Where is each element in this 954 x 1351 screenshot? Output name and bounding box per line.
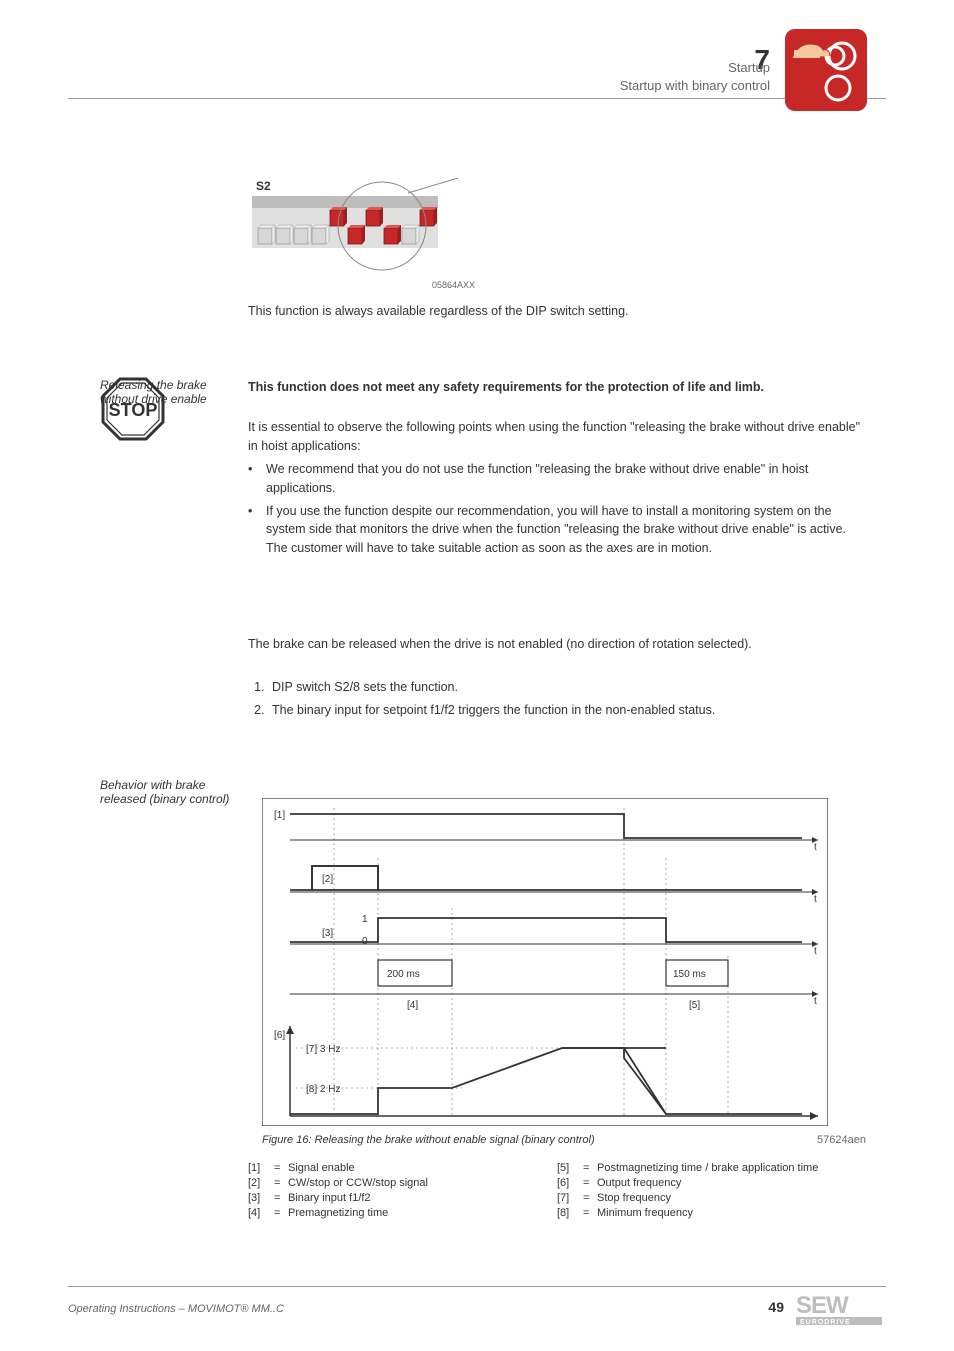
brake-step-2: The binary input for setpoint f1/f2 trig… xyxy=(268,701,866,720)
legend-val: Binary input f1/f2 xyxy=(288,1192,557,1204)
legend-key: [5] xyxy=(557,1162,583,1174)
svg-text:SEW: SEW xyxy=(796,1292,849,1319)
svg-text:EURODRIVE: EURODRIVE xyxy=(800,1319,851,1326)
legend-val: Postmagnetizing time / brake application… xyxy=(597,1162,866,1174)
legend-table: [1]=Signal enable [5]=Postmagnetizing ti… xyxy=(248,1162,866,1222)
header-subtitle: Startup with binary control xyxy=(620,78,770,93)
legend-key: [7] xyxy=(557,1192,583,1204)
svg-text:t: t xyxy=(814,842,817,853)
legend-val: Premagnetizing time xyxy=(288,1207,557,1219)
legend-key: [8] xyxy=(557,1207,583,1219)
dip-switch-figure: S2 xyxy=(248,178,468,288)
brake-steps: DIP switch S2/8 sets the function. The b… xyxy=(248,678,866,720)
timing-fig-caption: Figure 16: Releasing the brake without e… xyxy=(262,1134,595,1146)
svg-text:[6]: [6] xyxy=(274,1030,285,1041)
svg-text:[1]: [1] xyxy=(274,810,285,821)
svg-text:STOP: STOP xyxy=(109,400,158,420)
footer-rule xyxy=(68,1286,886,1287)
dip-label: S2 xyxy=(256,179,271,193)
header-title: Startup xyxy=(728,60,770,75)
legend-key: [3] xyxy=(248,1192,274,1204)
dip-fig-code: 05864AXX xyxy=(432,280,475,290)
brake-activate-intro: The brake can be released when the drive… xyxy=(248,635,866,654)
startup-icon xyxy=(784,28,868,112)
legend-val: Stop frequency xyxy=(597,1192,866,1204)
brake-bullet-1-text: We recommend that you do not use the fun… xyxy=(266,460,866,498)
svg-text:[2]: [2] xyxy=(322,874,333,885)
brake-bullet-1: • We recommend that you do not use the f… xyxy=(248,460,866,498)
legend-val: Output frequency xyxy=(597,1177,866,1189)
legend-key: [1] xyxy=(248,1162,274,1174)
header-rule xyxy=(68,98,886,99)
svg-text:[3]: [3] xyxy=(322,928,333,939)
page-number: 49 xyxy=(768,1299,784,1315)
timing-fig-code: 57624aen xyxy=(817,1134,866,1146)
svg-text:[4]: [4] xyxy=(407,1000,418,1011)
footer-doc-title: Operating Instructions – MOVIMOT® MM..C xyxy=(68,1303,284,1315)
legend-val: Minimum frequency xyxy=(597,1207,866,1219)
svg-text:t: t xyxy=(814,894,817,905)
svg-text:1: 1 xyxy=(362,914,368,925)
svg-text:150 ms: 150 ms xyxy=(673,969,706,980)
brake-bullet-2-text: If you use the function despite our reco… xyxy=(266,502,866,558)
legend-key: [2] xyxy=(248,1177,274,1189)
brake-bullet-2: • If you use the function despite our re… xyxy=(248,502,866,558)
sew-logo: SEW EURODRIVE xyxy=(796,1291,886,1327)
svg-text:[7] 3 Hz: [7] 3 Hz xyxy=(306,1044,340,1055)
svg-text:[5]: [5] xyxy=(689,1000,700,1011)
stop-icon: STOP xyxy=(100,376,166,442)
legend-val: CW/stop or CCW/stop signal xyxy=(288,1177,557,1189)
brake-step-1: DIP switch S2/8 sets the function. xyxy=(268,678,866,697)
svg-text:t: t xyxy=(814,946,817,957)
brake-para2: It is essential to observe the following… xyxy=(248,418,866,456)
legend-val: Signal enable xyxy=(288,1162,557,1174)
brake-para1: This function does not meet any safety r… xyxy=(248,378,866,397)
legend-key: [4] xyxy=(248,1207,274,1219)
legend-key: [6] xyxy=(557,1177,583,1189)
svg-text:t: t xyxy=(814,996,817,1007)
timing-diagram: [1] t [2] t [3] 1 0 t 200 ms [4] 150 ms … xyxy=(262,798,828,1126)
svg-text:[8] 2 Hz: [8] 2 Hz xyxy=(306,1084,340,1095)
desc-text: This function is always available regard… xyxy=(248,302,866,321)
svg-text:200 ms: 200 ms xyxy=(387,969,420,980)
behavior-heading: Behavior with brake released (binary con… xyxy=(100,778,230,806)
